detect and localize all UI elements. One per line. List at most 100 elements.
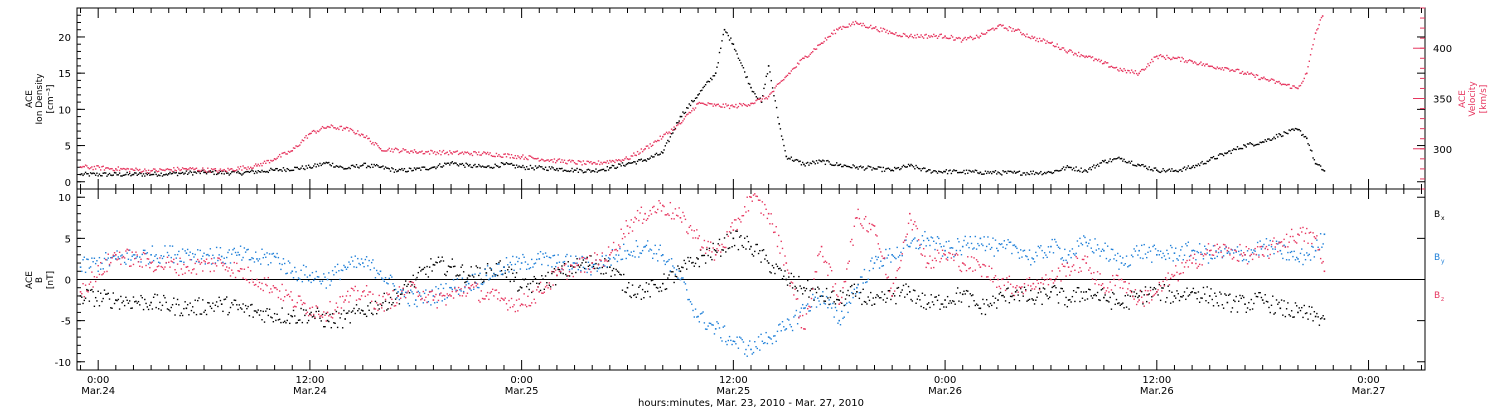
data-point [1075, 53, 1077, 55]
data-point [716, 103, 718, 106]
data-point [1144, 165, 1147, 167]
data-point [994, 170, 997, 172]
data-point [418, 151, 421, 153]
data-point [270, 167, 272, 170]
data-point [982, 298, 984, 301]
data-point [588, 264, 591, 266]
data-point [486, 165, 489, 167]
data-point [354, 285, 356, 288]
data-point [1041, 40, 1043, 42]
data-point [89, 266, 92, 268]
data-point [112, 169, 114, 172]
data-point [369, 166, 372, 169]
data-point [93, 257, 96, 259]
data-point [83, 299, 86, 302]
data-point [373, 267, 375, 269]
data-point [635, 296, 638, 298]
data-point [219, 299, 222, 302]
data-point [1124, 263, 1127, 265]
data-point [173, 167, 175, 169]
data-point [548, 256, 551, 259]
x-tick-time-label: 0:00 [87, 375, 109, 386]
data-point [1065, 166, 1067, 169]
data-point [338, 270, 340, 272]
data-point [587, 261, 590, 264]
data-point [967, 172, 969, 174]
data-point [655, 212, 658, 214]
data-point [629, 254, 631, 256]
data-point [1166, 170, 1168, 172]
data-point [163, 169, 165, 171]
data-point [296, 166, 298, 169]
data-point [406, 151, 408, 153]
data-point [473, 276, 475, 278]
data-point [606, 160, 609, 162]
data-point [841, 302, 843, 304]
data-point [189, 166, 191, 169]
data-point [370, 312, 373, 314]
data-point [614, 249, 616, 251]
data-point [691, 110, 693, 112]
data-point [1046, 295, 1048, 297]
data-point [241, 308, 243, 310]
data-point [432, 152, 435, 154]
data-point [904, 296, 906, 298]
data-point [828, 263, 830, 265]
data-point [198, 171, 200, 173]
data-point [630, 219, 632, 221]
data-point [428, 266, 431, 268]
data-point [101, 274, 103, 276]
data-point [294, 315, 296, 317]
data-point [515, 157, 518, 160]
data-point [251, 169, 253, 171]
data-point [1197, 163, 1200, 165]
data-point [796, 323, 799, 325]
data-point [541, 166, 543, 168]
data-point [631, 255, 634, 257]
data-point [868, 26, 871, 28]
data-point [128, 300, 131, 302]
data-point [442, 294, 445, 297]
data-point [654, 244, 656, 247]
data-point [1298, 128, 1300, 131]
data-point [677, 215, 679, 217]
data-point [650, 249, 653, 251]
data-point [730, 339, 732, 342]
data-point [644, 159, 646, 161]
data-point [956, 287, 959, 289]
data-point [600, 272, 602, 275]
data-point [176, 166, 179, 169]
data-point [331, 313, 334, 315]
data-point [154, 269, 156, 272]
data-point [587, 168, 590, 171]
data-point [110, 174, 112, 176]
data-point [791, 287, 794, 289]
data-point [1143, 69, 1145, 71]
data-point [919, 246, 921, 249]
data-point [103, 271, 106, 273]
data-point [1210, 65, 1212, 67]
data-point [586, 256, 588, 259]
data-point [1091, 56, 1094, 58]
data-point [692, 107, 694, 110]
data-point [1016, 171, 1018, 173]
data-point [186, 173, 189, 176]
data-point [1152, 60, 1154, 63]
data-point [1245, 259, 1247, 261]
data-point [1115, 259, 1118, 262]
data-point [867, 278, 869, 281]
data-point [503, 266, 505, 268]
data-point [1041, 249, 1043, 252]
data-point [643, 218, 645, 221]
data-point [145, 264, 147, 267]
data-point [672, 132, 674, 134]
data-point [1244, 144, 1246, 147]
data-point [503, 299, 505, 301]
data-point [1122, 302, 1124, 304]
data-point [139, 304, 141, 306]
data-point [126, 248, 128, 250]
data-point [1018, 170, 1021, 172]
data-point [1081, 297, 1084, 299]
data-point [796, 298, 799, 300]
data-point [697, 237, 699, 240]
